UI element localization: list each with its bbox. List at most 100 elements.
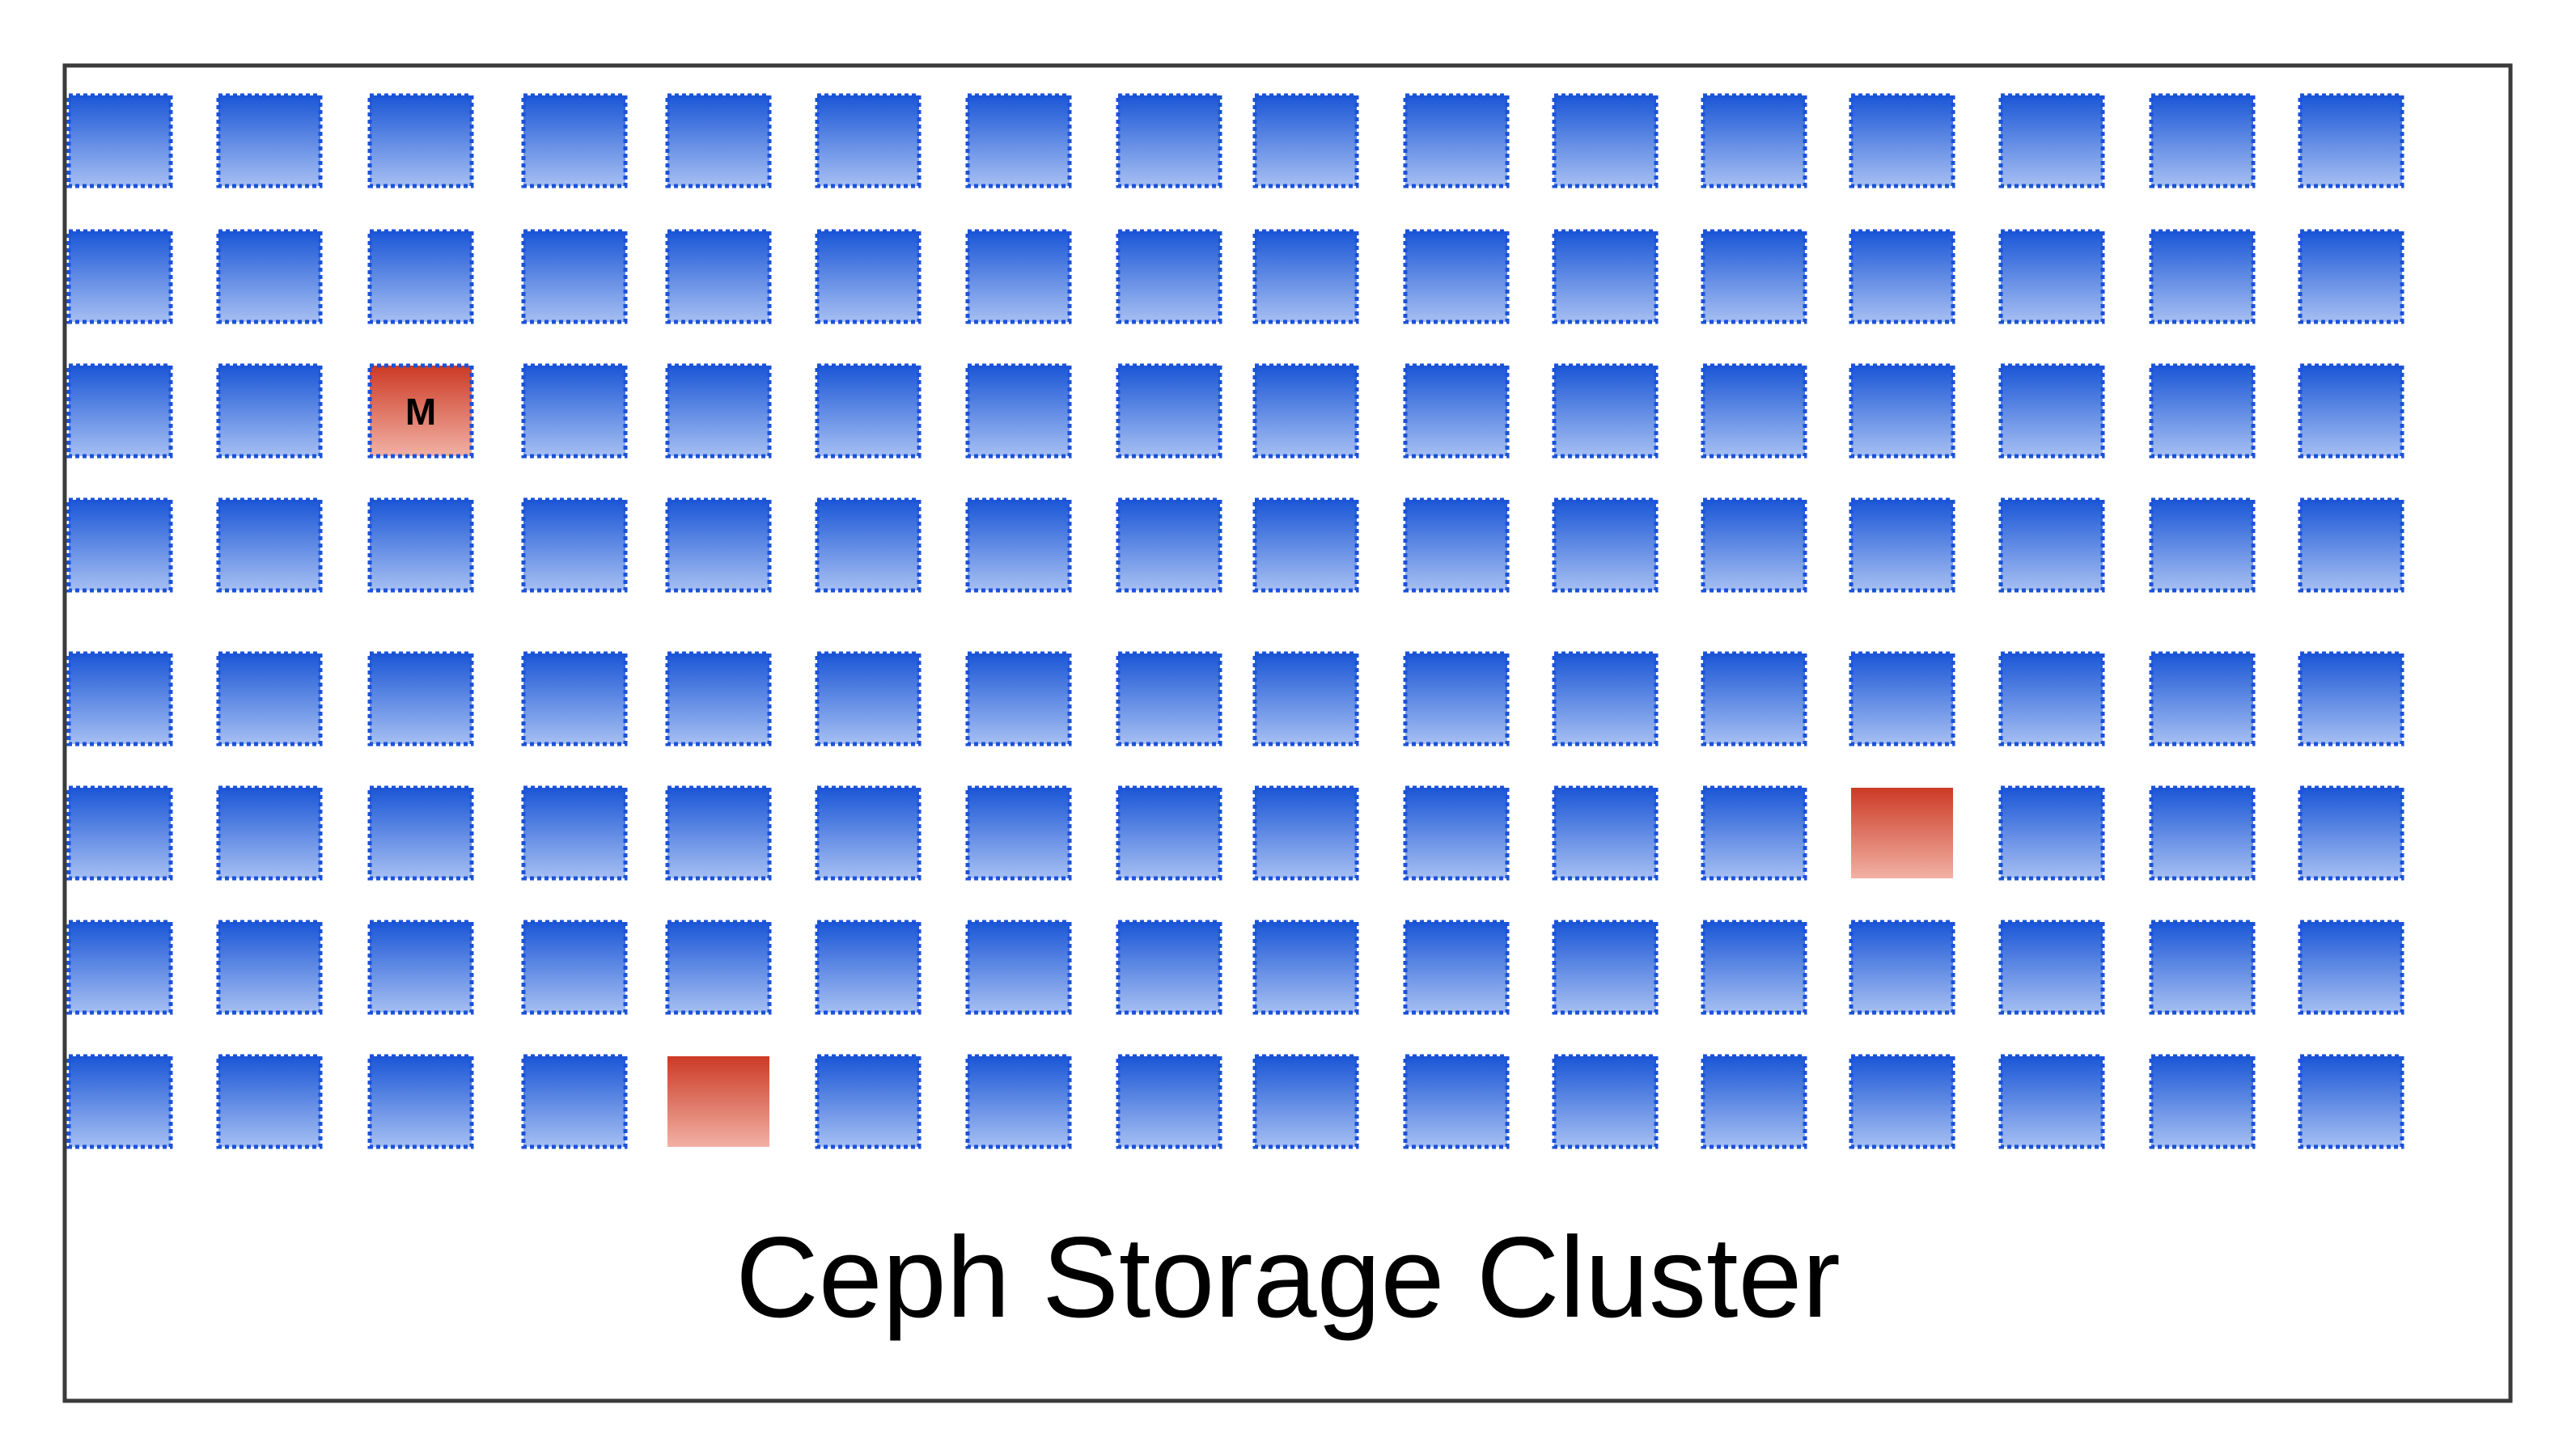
storage-node (1701, 229, 1807, 324)
storage-node (1849, 920, 1955, 1015)
node-box (2298, 651, 2404, 747)
storage-node (2149, 920, 2256, 1015)
node-box (66, 785, 173, 881)
node-box (66, 363, 173, 459)
node-box (1701, 920, 1807, 1015)
storage-node (1849, 229, 1955, 324)
storage-node (965, 785, 1072, 881)
storage-node (2149, 785, 2256, 881)
node-box (1998, 229, 2105, 324)
node-box (216, 920, 323, 1015)
storage-node (1552, 1054, 1659, 1149)
node-box (1252, 920, 1359, 1015)
node-box (1403, 229, 1510, 324)
node-box (216, 785, 323, 881)
node-box (521, 93, 628, 188)
storage-node (1252, 93, 1359, 188)
node-box (1849, 363, 1955, 459)
storage-node (521, 785, 628, 881)
node-box (1252, 785, 1359, 881)
node-box (665, 785, 772, 881)
storage-node (1403, 785, 1510, 881)
node-box (665, 93, 772, 188)
storage-node (521, 497, 628, 593)
node-box (1403, 651, 1510, 747)
storage-node (815, 785, 922, 881)
storage-node (521, 93, 628, 188)
node-box (1403, 785, 1510, 881)
storage-node (66, 363, 173, 459)
node-box (1849, 93, 1955, 188)
node-box (2298, 1054, 2404, 1149)
storage-node (1403, 1054, 1510, 1149)
storage-node (1403, 651, 1510, 747)
storage-node (2149, 363, 2256, 459)
storage-node-grid: M (66, 93, 2404, 1149)
storage-node (2149, 497, 2256, 593)
storage-node (1116, 497, 1222, 593)
node-box (1116, 363, 1222, 459)
storage-node (2149, 229, 2256, 324)
node-box (965, 920, 1072, 1015)
storage-node (1849, 93, 1955, 188)
storage-node (2149, 93, 2256, 188)
storage-node (66, 1054, 173, 1149)
node-box (1701, 785, 1807, 881)
node-box (815, 229, 922, 324)
node-box (665, 363, 772, 459)
node-box (2298, 363, 2404, 459)
storage-node (1998, 93, 2105, 188)
node-box (2149, 363, 2256, 459)
storage-node (965, 920, 1072, 1015)
node-box (1998, 651, 2105, 747)
storage-node (2298, 1054, 2404, 1149)
storage-node (1998, 1054, 2105, 1149)
node-box (965, 363, 1072, 459)
storage-node (1701, 785, 1807, 881)
storage-node (216, 785, 323, 881)
node-box (216, 229, 323, 324)
node-box (1252, 1054, 1359, 1149)
storage-node (521, 229, 628, 324)
storage-node (216, 229, 323, 324)
node-box (1552, 363, 1659, 459)
node-box (1998, 1054, 2105, 1149)
storage-node (1849, 651, 1955, 747)
node-box (1998, 920, 2105, 1015)
node-box (2149, 229, 2256, 324)
node-box (1998, 93, 2105, 188)
node-box (367, 497, 474, 593)
storage-node (2298, 497, 2404, 593)
storage-node (1701, 93, 1807, 188)
storage-node (1849, 1054, 1955, 1149)
node-box (2149, 93, 2256, 188)
node-box (1403, 93, 1510, 188)
storage-node (815, 93, 922, 188)
storage-node (1252, 363, 1359, 459)
storage-node (216, 497, 323, 593)
storage-node (1998, 229, 2105, 324)
node-box (1252, 229, 1359, 324)
node-box (1552, 93, 1659, 188)
monitor-node: M (367, 363, 474, 459)
node-box (1552, 229, 1659, 324)
storage-node (815, 497, 922, 593)
node-box (2298, 93, 2404, 188)
storage-node (2149, 651, 2256, 747)
storage-node (1552, 93, 1659, 188)
storage-node (216, 93, 323, 188)
node-box (1998, 363, 2105, 459)
storage-node (1116, 920, 1222, 1015)
node-box (216, 497, 323, 593)
node-box (1701, 93, 1807, 188)
storage-node (1403, 229, 1510, 324)
node-box (1116, 497, 1222, 593)
cluster-title: Ceph Storage Cluster (735, 1213, 1841, 1342)
node-box (216, 1054, 323, 1149)
node-box (521, 920, 628, 1015)
storage-node (665, 651, 772, 747)
storage-node (1252, 1054, 1359, 1149)
storage-node (665, 497, 772, 593)
node-box (521, 651, 628, 747)
